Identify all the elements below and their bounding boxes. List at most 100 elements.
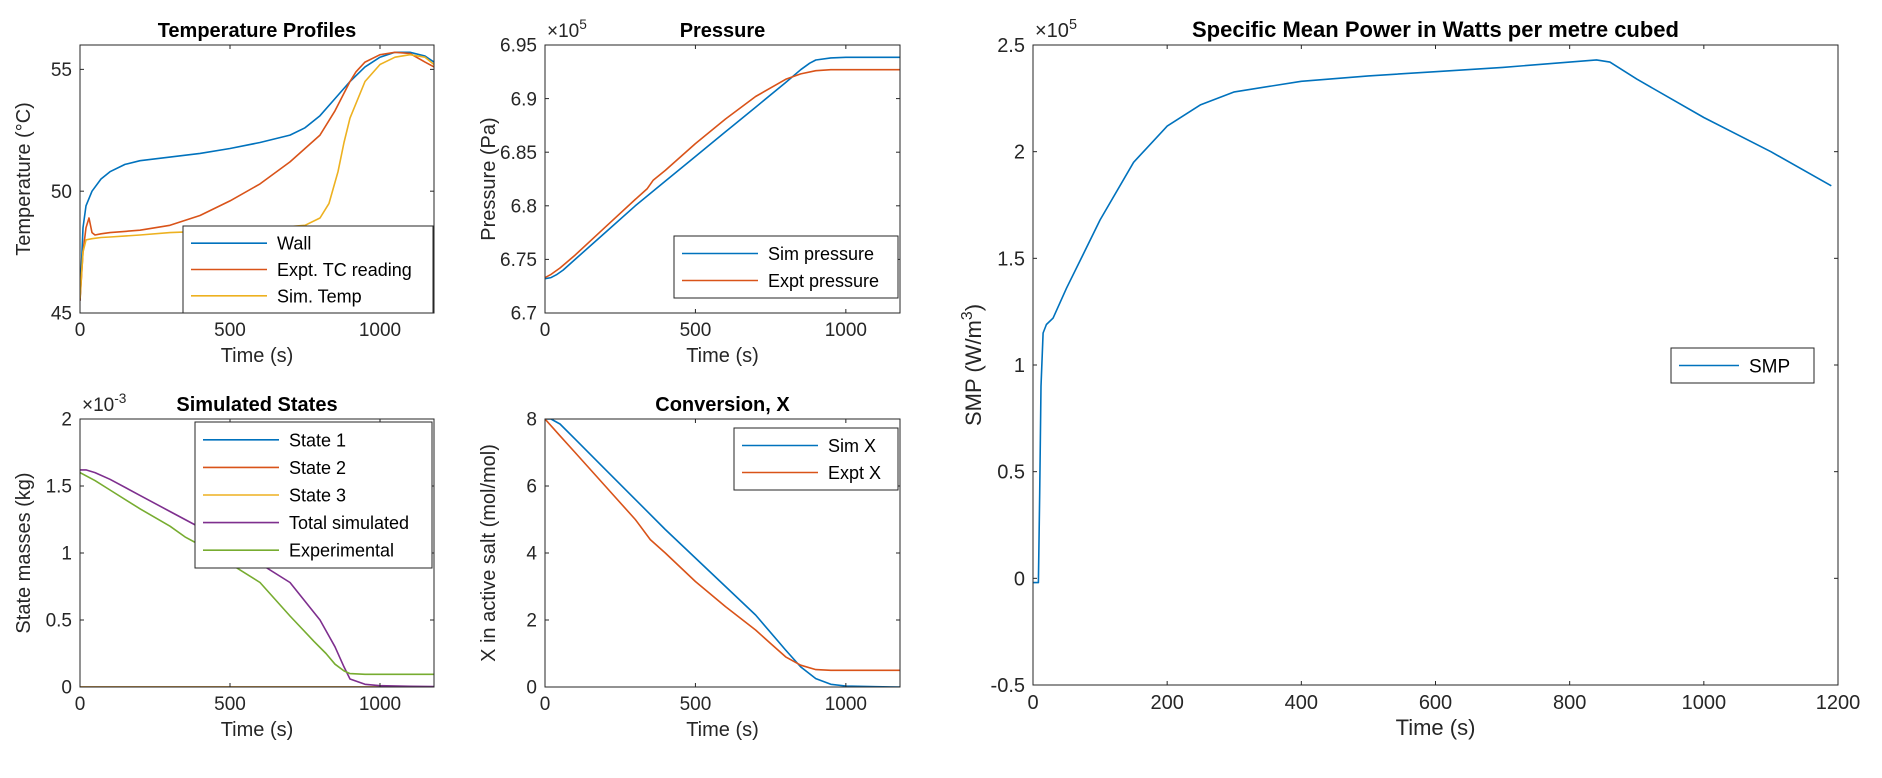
axis-exponent: ×105 [1035,17,1077,42]
x-tick-label: 0 [75,320,86,341]
series-line-expt-tc-reading [80,51,434,301]
chart-title: Simulated States [176,394,337,416]
legend-box [733,427,899,491]
y-tick-label: 1.5 [46,477,72,498]
x-tick-label: 0 [1027,692,1038,714]
y-tick-label: 1.5 [997,248,1025,270]
legend-label-expt-tc-reading: Expt. TC reading [277,260,412,280]
legend: Sim X Expt X [733,427,899,491]
series-line-experimental [80,471,434,676]
y-axis-label: X in active salt (mol/mol) [478,444,500,662]
y-tick-label: 1 [1014,355,1025,377]
y-tick-label: 2 [1014,142,1025,164]
y-tick-label: 6.85 [500,143,537,164]
chart-title: Conversion, X [655,394,790,416]
y-tick-label: 55 [51,60,72,81]
legend-label-expt-x: Expt X [828,463,881,483]
legend-label-wall: Wall [277,234,311,254]
x-tick-label: 800 [1553,692,1586,714]
x-tick-label: 1000 [359,694,401,715]
x-tick-label: 0 [75,694,86,715]
legend-label-smp: SMP [1749,356,1790,377]
chart-title: Specific Mean Power in Watts per metre c… [1192,17,1679,42]
legend-label-state-2: State 2 [289,458,346,478]
legend-box [673,235,899,299]
series-line-total-simulated [80,469,434,687]
x-tick-label: 500 [680,320,712,341]
x-axis-label: Time (s) [221,719,294,741]
y-tick-label: 4 [526,544,537,565]
legend-label-state-3: State 3 [289,485,346,505]
x-tick-label: 400 [1285,692,1318,714]
y-axis-label: SMP (W/m3) [959,304,986,426]
x-tick-label: 500 [214,320,246,341]
x-axis-label: Time (s) [686,719,759,741]
x-tick-label: 0 [540,694,551,715]
series-group [545,419,900,687]
y-tick-label: 6.95 [500,36,537,57]
x-tick-label: 1200 [1816,692,1861,714]
legend-label-sim-pressure: Sim pressure [768,244,874,264]
x-tick-label: 1000 [825,320,867,341]
legend-label-expt-pressure: Expt pressure [768,271,879,291]
chart-simulated-states: 0 500 1000 0 0.5 1 1.5 2 ×10-3 Simulated States Ti… [13,391,435,741]
y-axis-label: Temperature (°C) [13,102,35,256]
y-tick-label: 0 [61,678,72,699]
y-tick-label: -0.5 [991,675,1025,697]
y-tick-label: 0 [526,678,537,699]
y-tick-label: 45 [51,304,72,325]
x-tick-label: 200 [1150,692,1183,714]
y-tick-label: 6 [526,477,537,498]
axis-exponent: ×10-3 [82,391,126,416]
y-axis-label: Pressure (Pa) [478,117,500,240]
x-tick-label: 500 [214,694,246,715]
x-tick-label: 1000 [825,694,867,715]
series-group [545,56,900,280]
y-tick-label: 2 [61,410,72,431]
axes-box [544,44,901,314]
y-tick-label: 6.7 [511,304,537,325]
series-line-sim-x [545,419,900,687]
x-axis-label: Time (s) [221,345,294,367]
legend-label-state-1: State 1 [289,430,346,450]
legend-label-sim-temp: Sim. Temp [277,286,362,306]
series-line-wall [80,51,434,301]
y-tick-label: 2 [526,611,537,632]
x-tick-label: 1000 [1682,692,1727,714]
series-group [80,469,434,687]
y-tick-label: 0 [1014,568,1025,590]
legend-label-total-simulated: Total simulated [289,513,409,533]
y-tick-label: 2.5 [997,35,1025,57]
x-tick-label: 0 [540,320,551,341]
series-line-expt-pressure [545,68,900,279]
y-tick-label: 6.8 [511,196,537,217]
y-tick-label: 6.9 [511,89,537,110]
x-tick-label: 600 [1419,692,1452,714]
axis-exponent: ×105 [547,17,587,42]
legend: Wall Expt. TC reading Sim. Temp [182,225,434,314]
y-tick-label: 50 [51,182,72,203]
y-tick-label: 0.5 [997,462,1025,484]
series-line-expt-x [545,419,900,672]
legend: Sim pressure Expt pressure [673,235,899,299]
legend: SMP [1670,347,1815,384]
chart-temperature-profiles: 0 500 1000 45 50 55 Temperature Profiles Time (… [13,20,435,367]
chart-title: Temperature Profiles [158,20,357,42]
y-tick-label: 6.75 [500,250,537,271]
legend-label-experimental: Experimental [289,541,394,561]
y-tick-label: 1 [61,544,72,565]
y-tick-label: 8 [526,410,537,431]
series-line-sim-pressure [545,56,900,280]
x-axis-label: Time (s) [1396,715,1476,740]
x-tick-label: 500 [680,694,712,715]
legend-label-sim-x: Sim X [828,436,876,456]
chart-conversion-x: 0 500 1000 0 2 4 6 8 Conversion, X Time (s) X in a… [478,394,901,741]
y-tick-label: 0.5 [46,611,72,632]
chart-title: Pressure [680,20,766,42]
legend: State 1 State 2 State 3 Total simulated Expe… [194,421,433,569]
x-tick-label: 1000 [359,320,401,341]
series-group [1033,59,1832,584]
y-axis-label: State masses (kg) [13,472,35,633]
series-line-smp [1033,59,1832,584]
